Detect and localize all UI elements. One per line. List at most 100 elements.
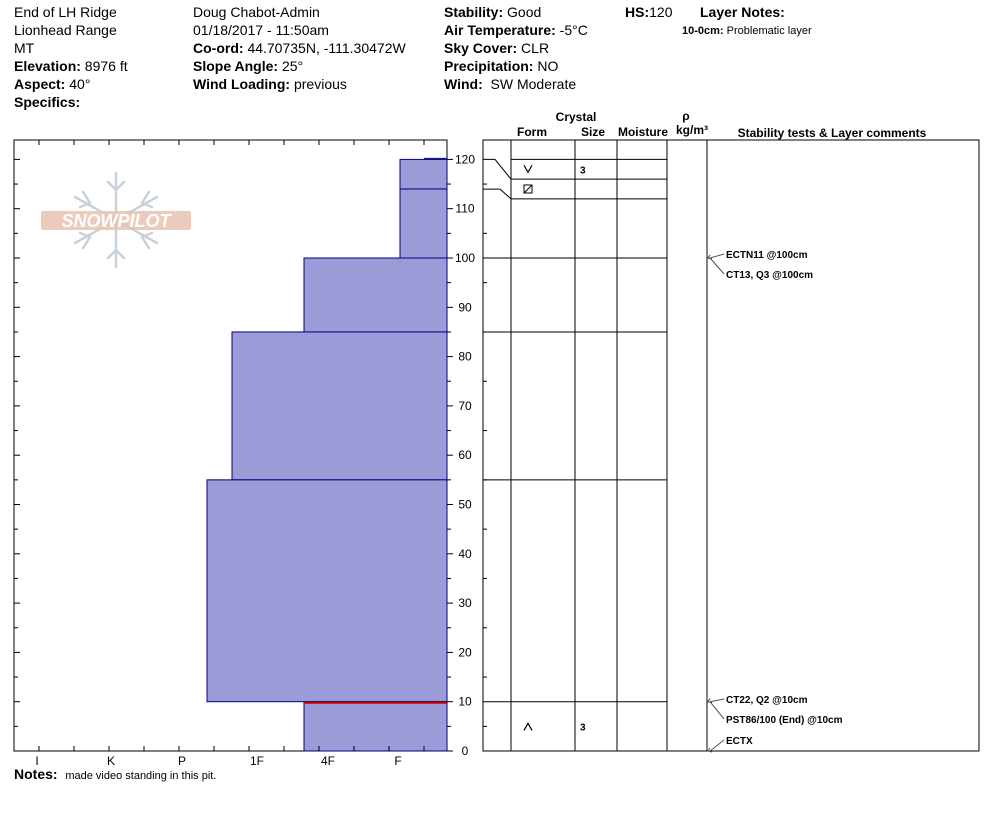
aspect: Aspect: 40° [14, 75, 90, 93]
datetime: 01/18/2017 - 11:50am [193, 22, 329, 38]
wind-label: Wind: [444, 76, 483, 92]
wind: Wind: SW Moderate [444, 75, 576, 93]
layer-note-depth: 10-0cm: [682, 25, 724, 37]
air-temperature: Air Temperature: -5°C [444, 21, 588, 39]
hardness-tick-label: K [107, 754, 115, 768]
hardness-tick-label: I [35, 754, 38, 768]
height-tick-label: 110 [455, 202, 474, 216]
height-tick-label: 100 [455, 251, 475, 265]
height-tick-label: 90 [458, 300, 472, 314]
hardness-tick-label: P [178, 754, 186, 768]
height-tick-label: 10 [458, 695, 472, 709]
precipitation: Precipitation: NO [444, 57, 558, 75]
stability-test-arrowhead [707, 698, 713, 704]
specifics: Specifics: [14, 93, 80, 111]
aspect-value: 40° [69, 76, 91, 92]
precip-value: NO [537, 58, 559, 74]
stability-test-label: CT13, Q3 @100cm [726, 270, 813, 281]
header-crystal: Crystal [556, 110, 597, 124]
stability-label: Stability: [444, 4, 504, 20]
sky-label: Sky Cover: [444, 40, 518, 56]
stability-test-arrow [709, 701, 725, 720]
notes-label: Notes: [14, 766, 58, 782]
elevation-value: 8976 ft [84, 58, 128, 74]
coord-label: Co-ord: [193, 40, 244, 56]
stability-test-label: ECTX [726, 736, 753, 747]
aspect-label: Aspect: [14, 76, 66, 92]
header-density: kg/m³ [676, 123, 708, 137]
notes-text: made video standing in this pit. [65, 770, 217, 782]
stability-test-label: ECTN11 @100cm [726, 250, 808, 261]
snow-height: HS:120 [625, 3, 672, 21]
layer-connector [483, 188, 512, 200]
logo-text: SNOWPILOT [62, 211, 173, 231]
header-rho: ρ [682, 109, 689, 123]
stability: Stability: Good [444, 3, 541, 21]
hardness-layer-bar [206, 479, 448, 703]
observer: Doug Chabot-Admin [193, 4, 320, 20]
height-tick-label: 40 [458, 547, 472, 561]
hardness-layer-bar [399, 158, 448, 190]
coordinates: Co-ord: 44.70735N, -111.30472W [193, 39, 406, 57]
layer-connector [483, 158, 512, 180]
specifics-label: Specifics: [14, 94, 81, 110]
stability-test-arrow [709, 698, 725, 703]
range-name: Lionhead Range [14, 22, 117, 38]
hardness-layer-bar [399, 188, 448, 259]
slope-label: Slope Angle: [193, 58, 279, 74]
notes: Notes: made video standing in this pit. [14, 765, 216, 785]
hardness-layer-bar [303, 257, 448, 333]
surface-hoar-icon [523, 164, 533, 174]
height-tick-label: 60 [458, 448, 472, 462]
sky-cover: Sky Cover: CLR [444, 39, 549, 57]
stability-test-arrow [709, 739, 725, 752]
stability-test-arrow [709, 253, 725, 259]
wind-value: SW Moderate [490, 76, 577, 92]
stability-test-arrow [709, 257, 725, 275]
slope-value: 25° [281, 58, 304, 74]
stability-test-label: PST86/100 (End) @10cm [726, 715, 843, 726]
layer-note-row: 10-0cm: Problematic layer [682, 22, 812, 40]
height-tick-label: 0 [462, 744, 469, 758]
height-tick-label: 50 [458, 498, 472, 512]
layer-note-text: Problematic layer [726, 25, 812, 37]
sky-value: CLR [521, 40, 550, 56]
layer-notes: Layer Notes: [700, 3, 785, 21]
air-temp-label: Air Temperature: [444, 22, 556, 38]
snowpilot-logo: SNOWPILOT [41, 171, 191, 269]
header-moisture: Moisture [618, 125, 668, 139]
hardness-tick-label: F [394, 754, 401, 768]
depth-hoar-icon [523, 722, 533, 731]
stability-test-arrowhead [707, 747, 713, 753]
crystal-size-label: 3 [580, 165, 586, 176]
height-tick-label: 120 [455, 152, 475, 166]
wind-loading-label: Wind Loading: [193, 76, 291, 92]
layer-notes-label: Layer Notes: [700, 4, 785, 20]
stability-test-arrowhead [707, 254, 713, 260]
header-stability: Stability tests & Layer comments [738, 126, 927, 140]
location-name: End of LH Ridge [14, 4, 117, 20]
hs-value: 120 [649, 4, 673, 20]
wind-loading-value: previous [293, 76, 347, 92]
hardness-layer-bar [231, 331, 448, 481]
air-temp-value: -5°C [559, 22, 588, 38]
slope-angle: Slope Angle: 25° [193, 57, 303, 75]
faceted-rounded-icon [523, 184, 533, 194]
crystal-size-label: 3 [580, 722, 586, 733]
hardness-tick-label: 1F [250, 754, 264, 768]
header-size: Size [581, 125, 605, 139]
faceted-rounded-icon-slash [523, 184, 533, 194]
coord-value: 44.70735N, -111.30472W [247, 40, 406, 56]
height-tick-label: 80 [458, 350, 472, 364]
precip-label: Precipitation: [444, 58, 534, 74]
layer-table-frame [482, 139, 980, 752]
stability-test-label: CT22, Q2 @10cm [726, 695, 808, 706]
logo-band [41, 211, 191, 230]
hardness-layer-bar [303, 701, 448, 752]
height-tick-label: 70 [458, 399, 472, 413]
hs-label: HS: [625, 4, 650, 20]
elevation-label: Elevation: [14, 58, 81, 74]
height-tick-label: 30 [458, 596, 472, 610]
header-form: Form [517, 125, 547, 139]
